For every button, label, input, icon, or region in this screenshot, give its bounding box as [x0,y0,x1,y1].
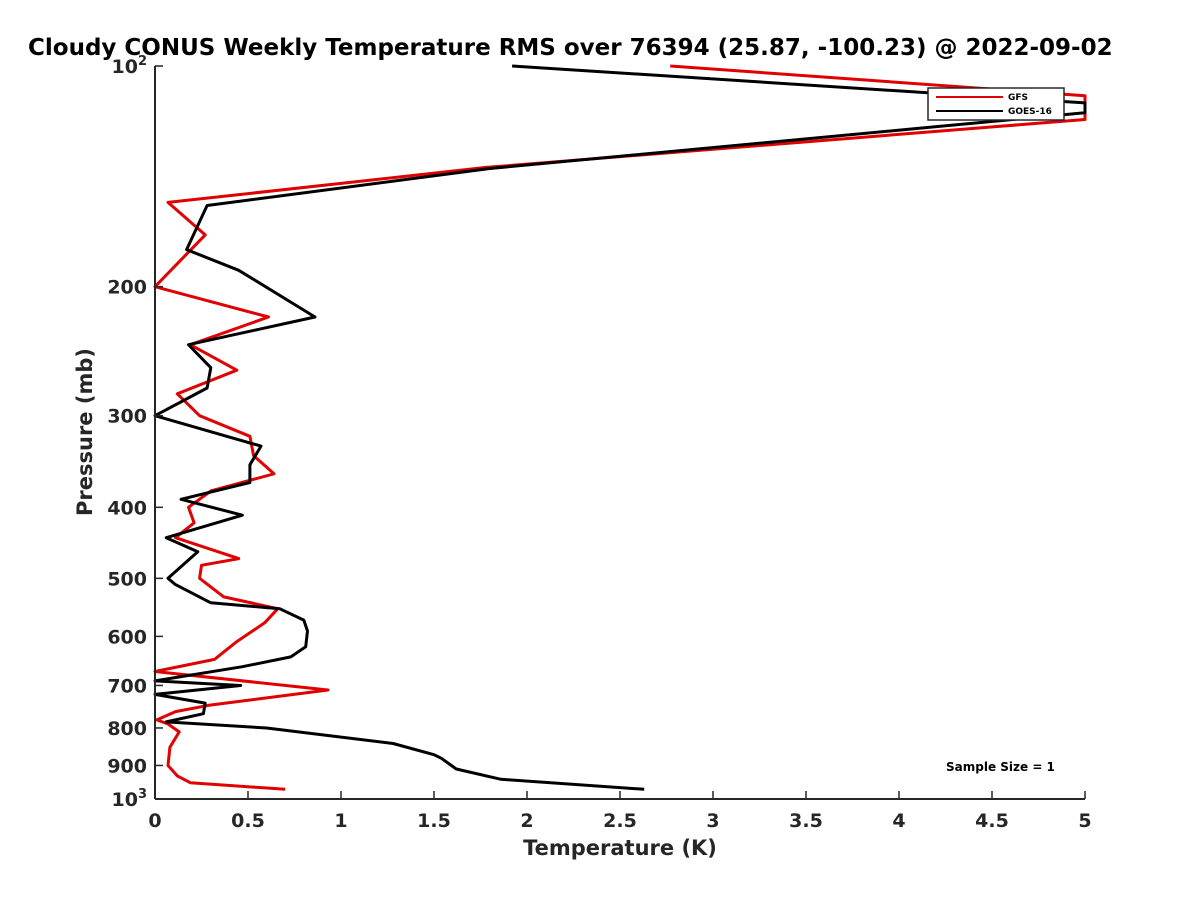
y-tick-label: 700 [107,675,147,697]
y-tick-label-exponent: 3 [138,787,147,802]
y-tick-label: 900 [107,755,147,777]
sample-size-annotation: Sample Size = 1 [946,760,1055,774]
x-tick-label: 1.5 [417,810,451,832]
x-tick-label: 0.5 [231,810,265,832]
x-tick-label: 1 [334,810,347,832]
y-tick-label: 300 [107,406,147,428]
y-tick-label: 800 [107,718,147,740]
y-tick-label-base: 900 [107,755,147,777]
y-tick-label: 200 [107,277,147,299]
x-tick-label: 2.5 [603,810,637,832]
y-tick-label-exponent: 2 [138,54,147,69]
y-axis-label: Pressure (mb) [73,348,97,516]
y-tick-label-base: 300 [107,406,147,428]
x-tick-label: 3 [706,810,719,832]
x-tick-label: 2 [520,810,533,832]
y-tick-label-base: 200 [107,277,147,299]
x-tick-label: 0 [148,810,161,832]
y-tick-label: 102 [112,54,148,78]
y-tick-label: 600 [107,626,147,648]
y-tick-label-base: 10 [112,789,138,811]
y-tick-label-base: 400 [107,497,147,519]
y-tick-label-base: 600 [107,626,147,648]
y-tick-label: 400 [107,497,147,519]
y-tick-label: 500 [107,568,147,590]
legend-label-gfs: GFS [1008,93,1028,103]
chart-title: Cloudy CONUS Weekly Temperature RMS over… [28,35,1113,61]
x-tick-label: 5 [1078,810,1091,832]
series-line-gfs [153,64,1087,791]
x-tick-label: 3.5 [789,810,823,832]
series-line-goes-16 [153,64,1087,791]
legend-label-goes16: GOES-16 [1008,107,1052,117]
legend: GFS GOES-16 [927,87,1065,121]
x-axis-label: Temperature (K) [523,836,717,860]
x-tick-label: 4.5 [975,810,1009,832]
y-tick-label-base: 500 [107,568,147,590]
y-tick-label-base: 800 [107,718,147,740]
x-tick-label: 4 [892,810,905,832]
y-tick-label: 103 [112,787,148,811]
y-tick-label-base: 700 [107,675,147,697]
series-layer [153,64,1087,791]
y-tick-label-base: 10 [112,56,138,78]
legend-box [927,87,1065,121]
x-ticks: 0 0.5 1 1.5 2 2.5 3 3.5 4 4.5 5 [148,791,1092,832]
